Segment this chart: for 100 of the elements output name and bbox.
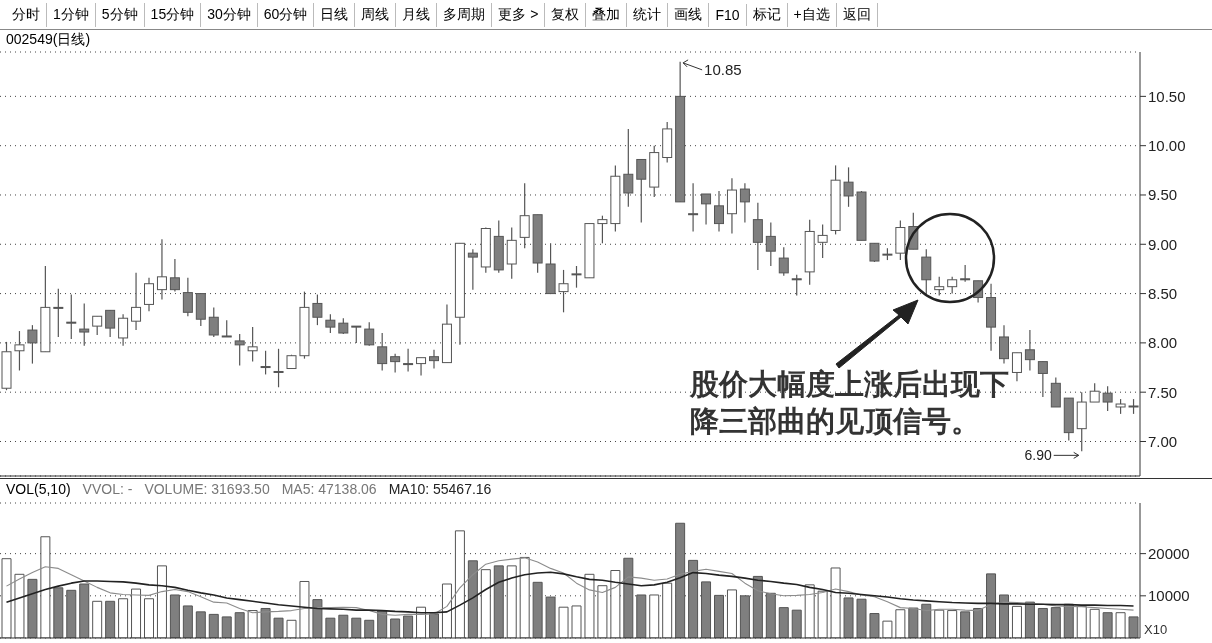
- candlestick: [169, 258, 180, 293]
- bar: [662, 582, 673, 638]
- candlestick: [1037, 361, 1048, 398]
- y-tick-label: 7.50: [1148, 383, 1178, 401]
- bar: [752, 575, 763, 638]
- bar: [480, 569, 491, 638]
- bar: [260, 607, 271, 638]
- text: MA10: 55467.16: [388, 481, 492, 497]
- bar: [105, 600, 116, 638]
- chart-title: VOL(5,10): [6, 481, 71, 497]
- text: 多周期: [437, 2, 493, 27]
- bar: [454, 530, 465, 638]
- candlestick: [403, 348, 414, 373]
- candlestick: [999, 324, 1009, 365]
- bar: [169, 594, 180, 638]
- candlestick: [506, 226, 517, 280]
- text: 叠加: [586, 2, 628, 27]
- y-tick-label: 8.50: [1148, 284, 1178, 302]
- bar: [506, 565, 517, 638]
- bar: [403, 615, 414, 638]
- candlestick: [325, 313, 336, 334]
- bar: [79, 583, 90, 638]
- bar: [156, 565, 167, 638]
- candlestick: [429, 349, 439, 370]
- bar: [856, 598, 867, 638]
- candlestick: [105, 309, 116, 338]
- bar: [234, 612, 245, 638]
- bar: [390, 618, 401, 638]
- candlestick: [701, 193, 712, 226]
- text: VVOL: -: [82, 481, 133, 497]
- bar: [416, 606, 427, 638]
- text: 30分钟: [201, 2, 258, 27]
- candlestick: [14, 330, 25, 372]
- line-series: [5, 571, 1135, 614]
- bar: [325, 617, 336, 638]
- bar: [92, 600, 103, 638]
- text: 标记: [746, 2, 788, 27]
- candlestick: [364, 321, 375, 347]
- bar: [1128, 616, 1139, 638]
- bar: [53, 587, 64, 638]
- bar: [908, 607, 919, 638]
- text: 画线: [668, 2, 710, 27]
- bar: [208, 613, 219, 638]
- text: 5分钟: [95, 2, 145, 27]
- bar: [532, 581, 543, 638]
- candlestick: [53, 288, 64, 338]
- candlestick: [182, 277, 193, 317]
- bar: [182, 605, 193, 638]
- bar: [636, 594, 647, 638]
- bar: [1050, 607, 1061, 638]
- candlestick: [92, 315, 103, 336]
- bar: [649, 594, 660, 638]
- candlestick: [934, 276, 945, 297]
- candlestick: [1050, 376, 1061, 408]
- bar: [558, 606, 569, 638]
- candlestick: [791, 274, 802, 297]
- y-tick-label: 10.50: [1148, 87, 1186, 105]
- candlestick: [739, 182, 750, 224]
- bar: [623, 557, 634, 638]
- bar: [144, 598, 154, 638]
- y-tick-label: 20000: [1148, 544, 1190, 562]
- text: 周线: [355, 2, 397, 27]
- candlestick: [1089, 382, 1100, 403]
- text: 日线: [314, 2, 356, 27]
- y-axis-title: X10: [1144, 622, 1168, 637]
- candlestick: [765, 221, 776, 267]
- bar: [467, 560, 478, 638]
- y-tick-label: 8.00: [1148, 334, 1178, 352]
- bar: [441, 583, 452, 638]
- candlestick: [156, 238, 167, 301]
- candlestick: [312, 293, 323, 326]
- text: 60分钟: [257, 2, 315, 27]
- candlestick: [260, 350, 271, 376]
- candlestick: [377, 332, 388, 372]
- text: 分时: [6, 2, 47, 27]
- bar: [1024, 601, 1035, 638]
- text: VOLUME: 31693.50: [144, 481, 270, 497]
- candlestick: [688, 182, 699, 233]
- candlestick: [467, 248, 478, 291]
- bar: [999, 594, 1009, 638]
- candlestick: [752, 202, 763, 271]
- bar: [338, 614, 349, 638]
- y-tick-label: 7.00: [1148, 432, 1178, 450]
- candlestick: [66, 293, 77, 340]
- text: 复权: [545, 2, 587, 27]
- bar: [1115, 612, 1126, 638]
- bar: [701, 581, 712, 638]
- bar: [921, 603, 932, 638]
- candlestick: [79, 302, 90, 347]
- bar: [947, 610, 958, 638]
- candlestick: [247, 326, 258, 363]
- bar: [1011, 605, 1022, 638]
- bar: [14, 573, 25, 638]
- bar: [804, 584, 815, 638]
- bar: [519, 556, 530, 638]
- bar: [66, 589, 77, 638]
- candlestick: [597, 215, 608, 244]
- candlestick: [921, 248, 932, 297]
- chart-title: 002549(日线): [5, 30, 92, 48]
- candlestick: [726, 177, 737, 235]
